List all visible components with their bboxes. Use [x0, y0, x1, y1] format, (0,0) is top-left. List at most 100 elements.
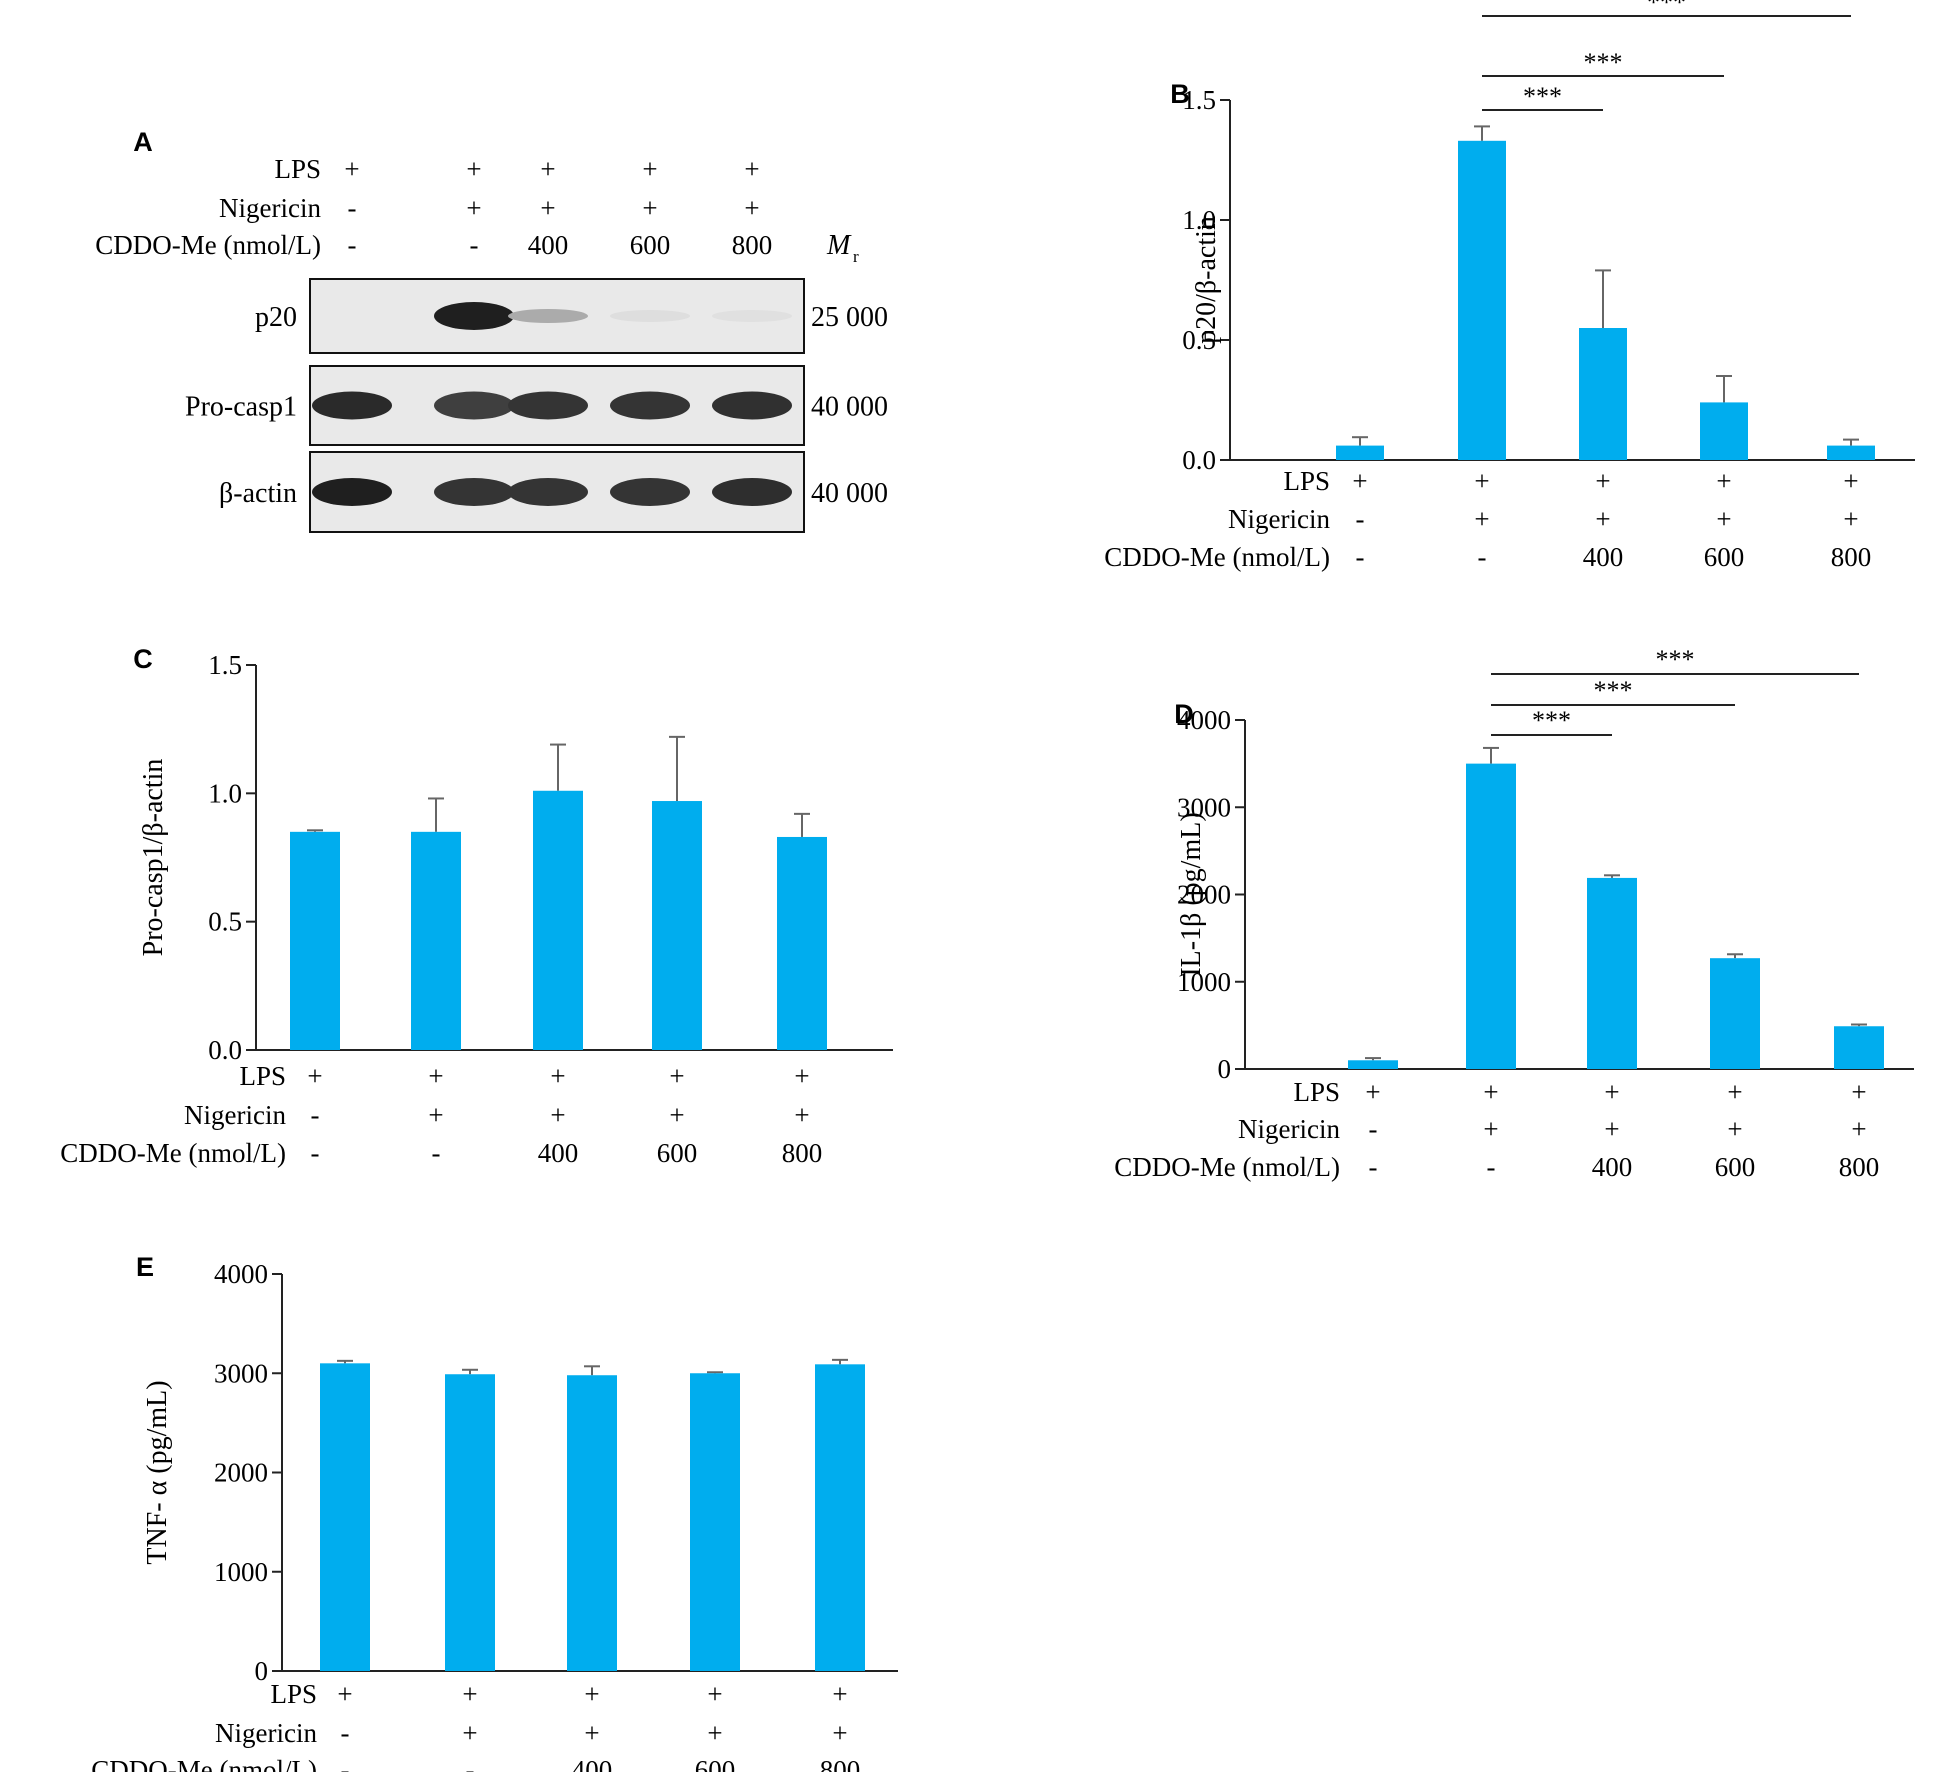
condition-value: +	[1483, 1077, 1498, 1107]
condition-value: +	[707, 1718, 722, 1748]
condition-label: Nigericin	[1238, 1114, 1340, 1144]
y-tick-label: 3000	[1177, 792, 1231, 822]
condition-value: +	[1851, 1077, 1866, 1107]
condition-value: +	[1716, 466, 1731, 496]
y-tick-label: 4000	[214, 1259, 268, 1289]
panel-letter: A	[133, 127, 153, 157]
blot-band	[434, 391, 514, 420]
y-axis-label: TNF- α (pg/mL)	[142, 1380, 173, 1564]
significance-label: ***	[1647, 0, 1686, 17]
condition-value: +	[584, 1718, 599, 1748]
y-tick-label: 1.0	[1182, 205, 1216, 235]
condition-value: +	[337, 1679, 352, 1709]
blot-band	[712, 478, 792, 506]
bar	[1827, 445, 1875, 460]
significance-label: ***	[1584, 48, 1623, 77]
condition-value: +	[550, 1061, 565, 1091]
bar	[1579, 328, 1627, 460]
condition-value: +	[344, 154, 359, 184]
y-tick-label: 2000	[214, 1458, 268, 1488]
panel-c-chart: C 0.0 0.5 1.0 1.5 Pro-casp1/β-actin LPS + + + + + Ni…	[60, 644, 893, 1168]
significance-label: ***	[1594, 676, 1633, 705]
panel-letter: D	[1174, 699, 1194, 729]
bar	[1710, 958, 1760, 1069]
condition-value: 600	[695, 1755, 736, 1772]
condition-value: 600	[1704, 542, 1745, 572]
bar	[1348, 1060, 1398, 1069]
condition-value: -	[1369, 1114, 1378, 1144]
condition-value: +	[744, 154, 759, 184]
condition-value: +	[1595, 504, 1610, 534]
condition-value: -	[341, 1718, 350, 1748]
mr-label: M	[826, 230, 852, 261]
condition-value: +	[794, 1061, 809, 1091]
y-tick-label: 1.5	[208, 650, 242, 680]
condition-value: 800	[782, 1138, 823, 1168]
condition-value: +	[1851, 1114, 1866, 1144]
significance-label: ***	[1656, 645, 1695, 674]
bar	[290, 831, 340, 1050]
condition-value: -	[1369, 1152, 1378, 1182]
y-tick-label: 3000	[214, 1358, 268, 1388]
bar	[1700, 402, 1748, 460]
panel-letter: C	[133, 644, 153, 674]
bar	[1458, 140, 1506, 461]
condition-value: +	[540, 154, 555, 184]
y-tick-label: 0.0	[208, 1035, 242, 1065]
blot-band	[712, 391, 792, 420]
condition-label: CDDO-Me (nmol/L)	[91, 1755, 317, 1772]
condition-value: -	[348, 230, 357, 260]
condition-value: +	[1595, 466, 1610, 496]
y-tick-label: 1.0	[208, 778, 242, 808]
condition-value: +	[832, 1679, 847, 1709]
y-axis-label: IL-1β (pg/mL)	[1176, 812, 1207, 976]
blot-band	[610, 391, 690, 420]
condition-value: +	[642, 193, 657, 223]
condition-value: +	[707, 1679, 722, 1709]
panel-letter: B	[1170, 79, 1190, 109]
blot-label: β-actin	[219, 478, 297, 509]
bar	[567, 1375, 617, 1671]
blot-mr-value: 25 000	[811, 302, 888, 333]
blot-band	[712, 310, 792, 322]
condition-value: +	[462, 1718, 477, 1748]
condition-value: +	[1716, 504, 1731, 534]
condition-label: CDDO-Me (nmol/L)	[1114, 1152, 1340, 1182]
condition-value: +	[744, 193, 759, 223]
bar	[533, 790, 583, 1050]
bar	[815, 1364, 865, 1671]
y-tick-label: 2000	[1177, 880, 1231, 910]
condition-label: LPS	[270, 1679, 317, 1709]
condition-value: 600	[630, 230, 671, 260]
condition-value: +	[1843, 466, 1858, 496]
y-tick-label: 0	[1218, 1054, 1232, 1084]
bar	[690, 1373, 740, 1671]
condition-value: +	[584, 1679, 599, 1709]
y-tick-label: 1.5	[1182, 85, 1216, 115]
condition-value: +	[428, 1100, 443, 1130]
blot-band	[610, 310, 690, 322]
condition-label: Nigericin	[215, 1718, 317, 1748]
condition-value: -	[1356, 542, 1365, 572]
condition-value: +	[794, 1100, 809, 1130]
significance-label: ***	[1532, 706, 1571, 735]
blot-band	[434, 302, 514, 330]
condition-value: 400	[572, 1755, 613, 1772]
significance-label: ***	[1523, 82, 1562, 111]
condition-label: LPS	[239, 1061, 286, 1091]
condition-value: +	[466, 154, 481, 184]
condition-value: +	[642, 154, 657, 184]
condition-value: +	[1604, 1114, 1619, 1144]
bar	[777, 836, 827, 1050]
condition-value: -	[1356, 504, 1365, 534]
panel-e-chart: E 0 1000 2000 3000 4000 TNF- α (pg/mL) LPS + + + + +…	[91, 1252, 898, 1772]
condition-value: 400	[538, 1138, 579, 1168]
condition-value: -	[311, 1100, 320, 1130]
condition-value: 400	[1583, 542, 1624, 572]
y-tick-label: 4000	[1177, 705, 1231, 735]
condition-label: LPS	[1293, 1077, 1340, 1107]
condition-value: +	[1843, 504, 1858, 534]
bar	[1587, 877, 1637, 1069]
condition-value: +	[1727, 1077, 1742, 1107]
